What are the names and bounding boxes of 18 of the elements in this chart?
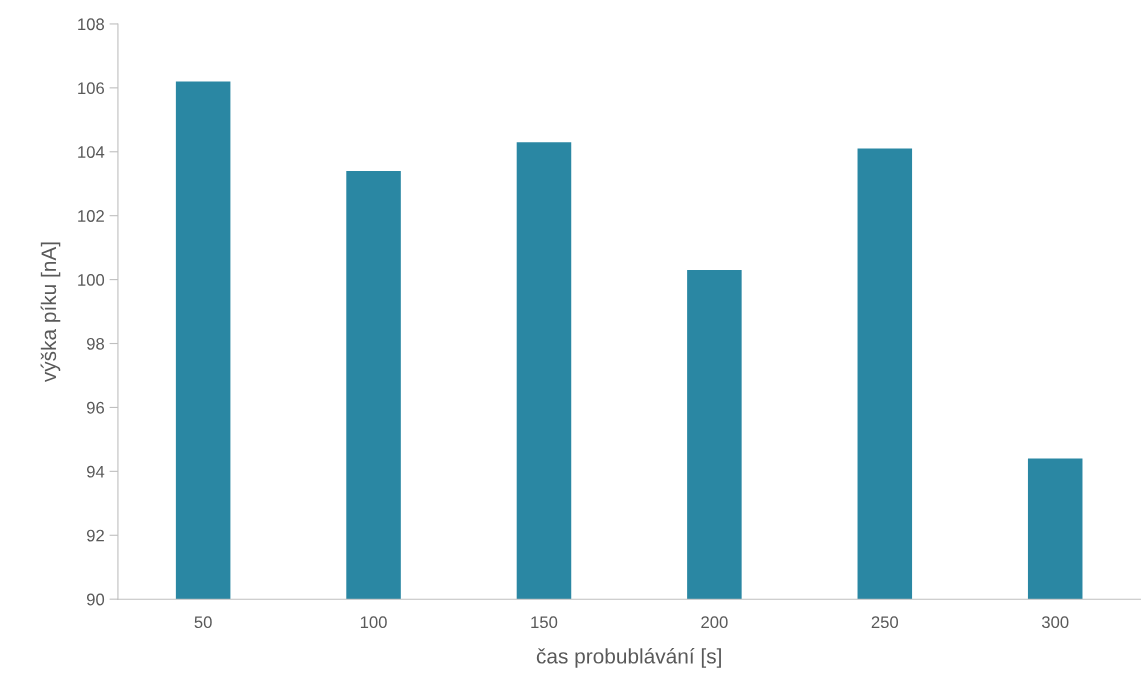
y-tick-label: 96: [86, 401, 105, 414]
y-tick-label: 100: [78, 274, 105, 286]
x-tick-label: 150: [531, 616, 558, 629]
y-tick-label: 90: [86, 593, 105, 606]
y-tick-label: 98: [86, 337, 105, 350]
y-tick-label: 94: [86, 465, 105, 478]
x-tick-label: 50: [194, 616, 212, 629]
x-tick-label: 250: [871, 616, 899, 629]
y-tick-label: 104: [78, 146, 105, 158]
x-tick-label: 100: [360, 616, 387, 629]
y-tick-label: 102: [78, 210, 104, 222]
y-tick-label: 108: [78, 18, 105, 31]
x-tick-label: 300: [1041, 616, 1069, 629]
x-axis-title: čas probublávání [s]: [536, 648, 721, 668]
x-tick-label: 200: [701, 616, 728, 629]
y-axis-title: výška píku [nA]: [40, 242, 61, 383]
y-tick-label: 92: [86, 529, 104, 542]
y-tick-label: 106: [78, 82, 105, 95]
